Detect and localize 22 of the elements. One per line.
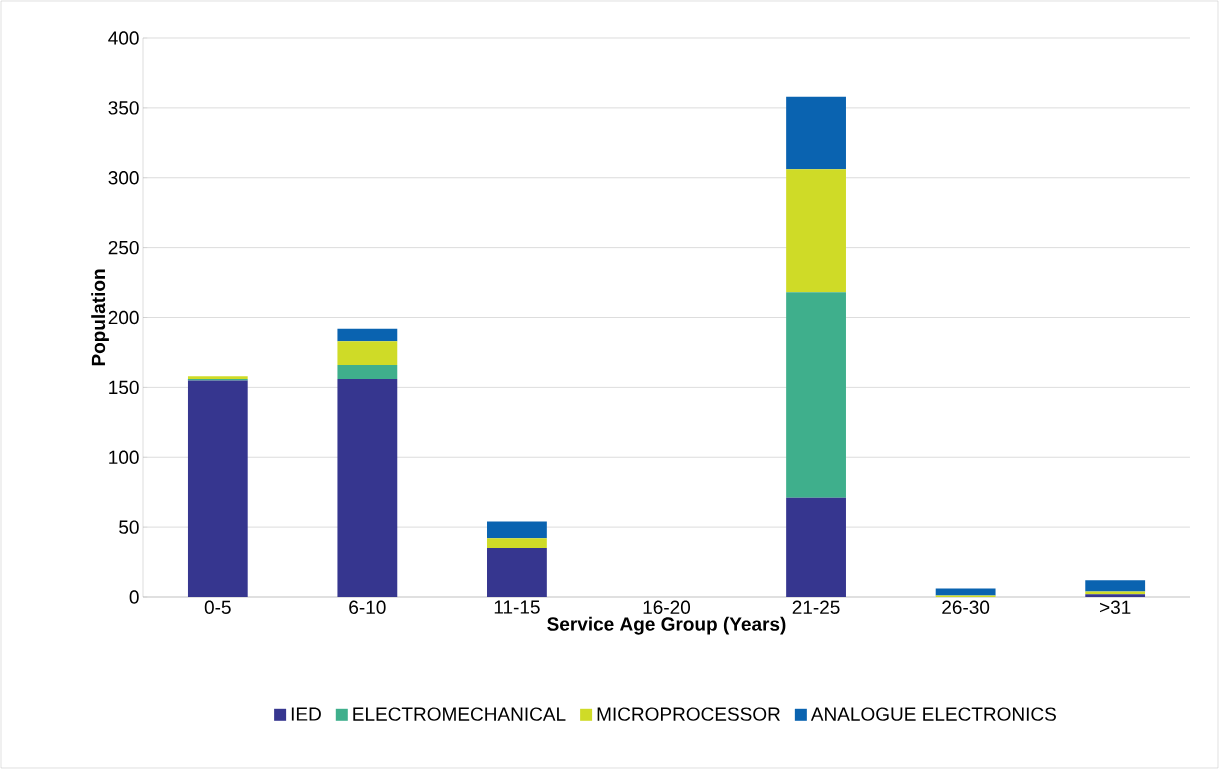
y-tick-label: 50 [119,520,139,534]
y-tick-label: 150 [109,380,139,395]
x-tick-label: 16-20 [643,600,691,614]
y-tick-label: 350 [108,101,139,115]
y-tick-label: 300 [108,171,139,185]
x-axis-title: Service Age Group (Years) [547,616,786,635]
y-tick-label: 250 [108,240,139,255]
legend-label: ELECTROMECHANICAL [353,707,566,721]
y-tick-label: 400 [108,31,139,45]
y-axis-title: Population [91,269,109,366]
x-tick-label: 11-15 [494,600,540,614]
legend-label: ANALOGUE ELECTRONICS [810,707,1056,721]
x-tick-label: 6-10 [349,600,386,614]
y-tick-label: 200 [108,310,139,325]
x-tick-label: 26-30 [942,600,990,614]
legend-label: IED [291,707,321,721]
x-tick-label: >31 [1100,600,1131,614]
x-tick-label: 0-5 [204,600,231,614]
y-tick-label: 0 [129,590,139,604]
legend-label: MICROPROCESSOR [597,707,780,721]
x-tick-label: 21-25 [792,600,840,614]
y-tick-label: 100 [109,450,139,464]
